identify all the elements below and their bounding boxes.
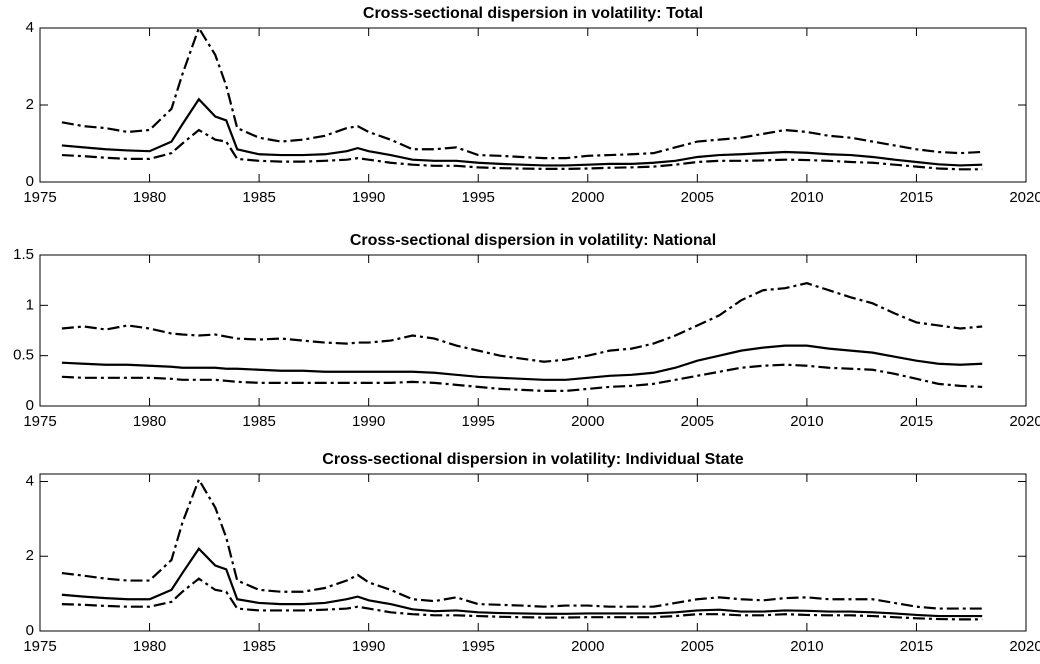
series-line	[61, 128, 983, 171]
x-tick-label: 1975	[23, 638, 56, 655]
y-tick-label: 4	[26, 472, 34, 489]
x-tick-label: 1980	[133, 413, 166, 430]
series-line	[61, 25, 983, 160]
x-tick-label: 2000	[571, 413, 604, 430]
plot-frame	[39, 27, 1027, 183]
y-tick-label: 0	[26, 173, 34, 190]
series-line	[61, 344, 983, 381]
y-tick-label: 2	[26, 96, 34, 113]
x-tick-label: 1980	[133, 189, 166, 206]
y-tick-label: 0	[26, 397, 34, 414]
x-tick-label: 2000	[571, 638, 604, 655]
x-tick-label: 2010	[790, 413, 823, 430]
x-tick-label: 1995	[462, 189, 495, 206]
series-line	[61, 97, 983, 167]
x-tick-label: 1975	[23, 413, 56, 430]
x-tick-label: 2015	[900, 189, 933, 206]
chart-title: Cross-sectional dispersion in volatility…	[322, 451, 744, 468]
y-tick-label: 0.5	[13, 347, 34, 364]
series-line	[61, 577, 983, 621]
x-tick-label: 1985	[242, 189, 275, 206]
series-line	[61, 547, 983, 618]
x-tick-label: 2015	[900, 413, 933, 430]
y-tick-label: 1	[26, 296, 34, 313]
plot-frame	[39, 473, 1027, 632]
x-tick-label: 1995	[462, 413, 495, 430]
x-tick-label: 2010	[790, 189, 823, 206]
series-line	[61, 477, 983, 610]
x-tick-label: 1990	[352, 413, 385, 430]
x-tick-label: 2005	[681, 189, 714, 206]
x-tick-label: 2000	[571, 189, 604, 206]
x-tick-label: 1990	[352, 638, 385, 655]
chart-title: Cross-sectional dispersion in volatility…	[363, 5, 703, 22]
x-tick-label: 1990	[352, 189, 385, 206]
x-tick-label: 1985	[242, 638, 275, 655]
x-tick-label: 2020	[1009, 189, 1040, 206]
y-tick-label: 2	[26, 547, 34, 564]
x-tick-label: 1995	[462, 638, 495, 655]
y-tick-label: 4	[26, 19, 34, 36]
x-tick-label: 2005	[681, 413, 714, 430]
y-tick-label: 0	[26, 622, 34, 639]
series-line	[61, 363, 983, 392]
y-tick-label: 1.5	[13, 246, 34, 263]
x-tick-label: 2005	[681, 638, 714, 655]
x-tick-label: 2015	[900, 638, 933, 655]
x-tick-label: 2010	[790, 638, 823, 655]
x-tick-label: 1985	[242, 413, 275, 430]
x-tick-label: 1980	[133, 638, 166, 655]
series-line	[61, 282, 983, 363]
x-tick-label: 1975	[23, 189, 56, 206]
plot-frame	[39, 254, 1027, 407]
chart-title: Cross-sectional dispersion in volatility…	[350, 232, 716, 249]
x-tick-label: 2020	[1009, 413, 1040, 430]
x-tick-label: 2020	[1009, 638, 1040, 655]
